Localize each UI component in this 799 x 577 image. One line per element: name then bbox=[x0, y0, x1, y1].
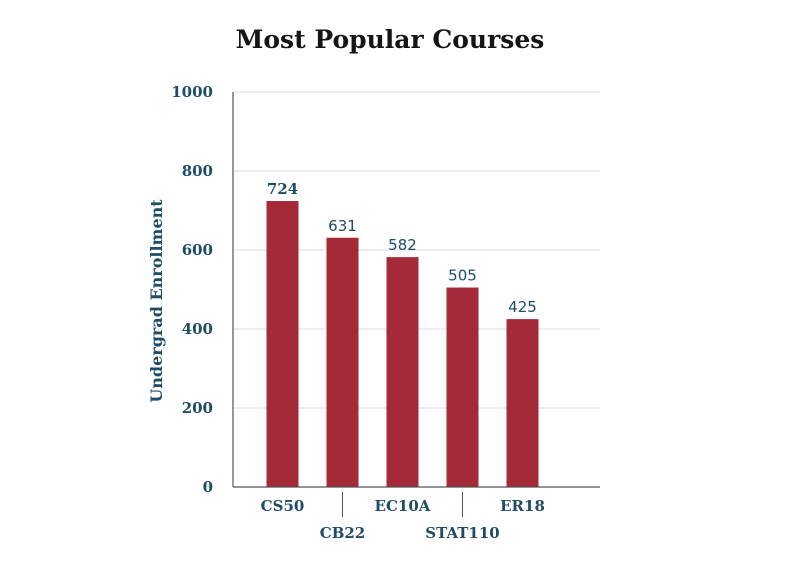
x-tick-label-er18: ER18 bbox=[500, 497, 545, 515]
data-label-stat110: 505 bbox=[448, 267, 477, 285]
data-label-er18: 425 bbox=[508, 298, 537, 316]
bar-cs50 bbox=[266, 201, 299, 487]
y-tick-label: 0 bbox=[203, 478, 213, 496]
bar-er18 bbox=[506, 319, 539, 487]
y-tick-label: 600 bbox=[182, 241, 213, 259]
data-label-ec10a: 582 bbox=[388, 236, 417, 254]
data-label-cs50: 724 bbox=[267, 180, 298, 198]
x-tick-label-ec10a: EC10A bbox=[375, 497, 431, 515]
bar-cb22 bbox=[326, 237, 359, 487]
data-label-cb22: 631 bbox=[328, 217, 357, 235]
bars bbox=[266, 201, 539, 487]
bar-ec10a bbox=[386, 257, 419, 487]
y-tick-labels: 0 200 400 600 800 1000 bbox=[171, 83, 213, 496]
y-tick-label: 400 bbox=[182, 320, 213, 338]
data-labels: 724 631 582 505 425 bbox=[267, 180, 537, 316]
y-tick-label: 800 bbox=[182, 162, 213, 180]
y-tick-label: 1000 bbox=[171, 83, 213, 101]
y-tick-label: 200 bbox=[182, 399, 213, 417]
x-tick-label-cb22: CB22 bbox=[320, 524, 366, 542]
chart-title: Most Popular Courses bbox=[236, 25, 545, 54]
axes bbox=[232, 92, 600, 517]
x-tick-label-cs50: CS50 bbox=[261, 497, 305, 515]
bar-stat110 bbox=[446, 287, 479, 487]
y-axis-label: Undergrad Enrollment bbox=[147, 199, 166, 403]
x-tick-label-stat110: STAT110 bbox=[425, 524, 499, 542]
